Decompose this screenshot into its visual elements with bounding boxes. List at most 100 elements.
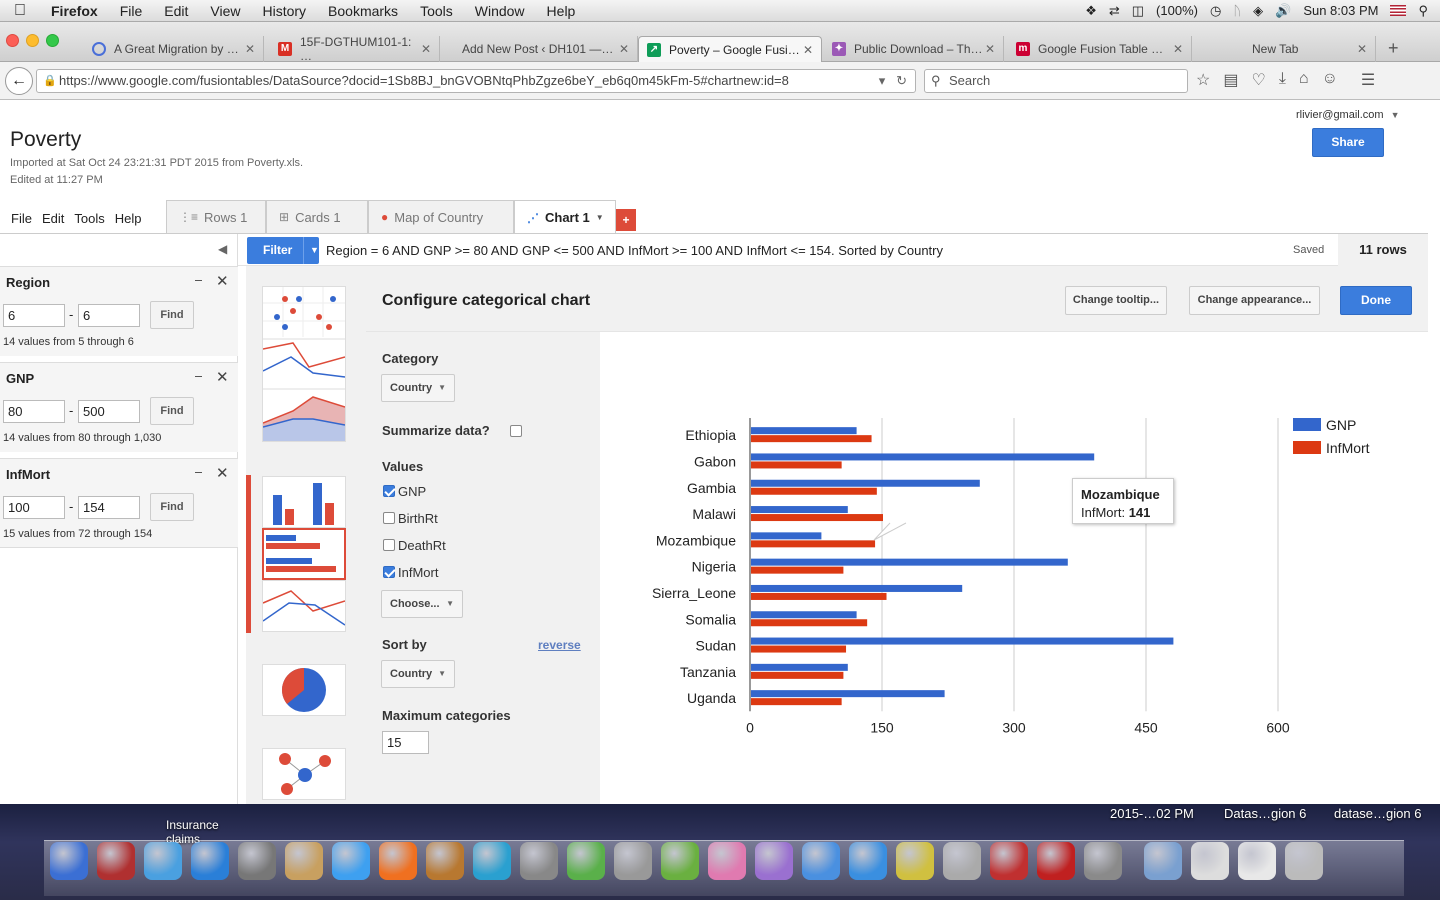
- reverse-link[interactable]: reverse: [538, 638, 581, 652]
- browser-tab-active[interactable]: ↗ Poverty – Google Fusi… ✕: [638, 36, 822, 62]
- facetime-icon[interactable]: [238, 842, 276, 880]
- app-menu-tools[interactable]: Tools: [74, 211, 105, 226]
- browser-tab[interactable]: M 15F-DGTHUM101-1: … ✕: [270, 35, 440, 63]
- minimize-icon[interactable]: ⎯: [195, 367, 202, 383]
- trash-icon[interactable]: [1285, 842, 1323, 880]
- minimize-window-icon[interactable]: [26, 34, 39, 47]
- sortby-dropdown[interactable]: Country ▼: [381, 660, 455, 688]
- photos-icon[interactable]: [1084, 842, 1122, 880]
- browser-tab[interactable]: m Google Fusion Table … ✕: [1008, 36, 1192, 62]
- pie-chart-thumb[interactable]: [262, 664, 346, 716]
- clock[interactable]: Sun 8:03 PM: [1303, 3, 1379, 18]
- find-button[interactable]: Find: [150, 301, 194, 329]
- app-icon[interactable]: [708, 842, 746, 880]
- acrobat-icon[interactable]: [1037, 842, 1075, 880]
- done-button[interactable]: Done: [1340, 286, 1412, 315]
- tab-chart[interactable]: ⋰ Chart 1 ▼: [514, 200, 616, 234]
- change-tooltip-button[interactable]: Change tooltip...: [1065, 286, 1167, 315]
- reading-list-icon[interactable]: ▤: [1223, 72, 1239, 89]
- flag-icon[interactable]: [1390, 5, 1407, 16]
- share-button[interactable]: Share: [1312, 128, 1384, 157]
- close-tab-icon[interactable]: ✕: [1172, 42, 1183, 56]
- find-button[interactable]: Find: [150, 397, 194, 425]
- maxcat-input[interactable]: 15: [382, 731, 429, 754]
- spotlight-icon[interactable]: ⚲: [1418, 2, 1428, 18]
- zoom-window-icon[interactable]: [46, 34, 59, 47]
- close-tab-icon[interactable]: ✕: [420, 42, 431, 56]
- close-tab-icon[interactable]: ✕: [618, 42, 629, 56]
- browser-tab[interactable]: A Great Migration by … ✕: [84, 36, 264, 62]
- hamburger-menu-icon[interactable]: ☰: [1360, 72, 1376, 89]
- category-dropdown[interactable]: Country ▼: [381, 374, 455, 402]
- menu-view[interactable]: View: [210, 2, 241, 19]
- reload-icon[interactable]: ▾ ↻: [878, 73, 907, 88]
- close-icon[interactable]: ✕: [216, 273, 229, 290]
- bar-chart-thumb-selected[interactable]: [262, 528, 346, 580]
- chevron-down-icon[interactable]: ▼: [595, 213, 604, 222]
- dropbox-icon[interactable]: ❖: [1085, 2, 1097, 18]
- browser-tab[interactable]: New Tab ✕: [1196, 36, 1376, 62]
- sync-icon[interactable]: ⇄: [1108, 2, 1120, 18]
- close-icon[interactable]: ✕: [216, 369, 229, 386]
- choose-columns-dropdown[interactable]: Choose... ▼: [381, 590, 463, 618]
- home-icon[interactable]: ⌂: [1298, 70, 1309, 87]
- gnp-checkbox[interactable]: [383, 485, 395, 497]
- collapse-panel-icon[interactable]: ◀: [218, 242, 228, 256]
- app-store-icon[interactable]: [144, 842, 182, 880]
- close-tab-icon[interactable]: ✕: [244, 42, 255, 56]
- dropbox-icon[interactable]: [849, 842, 887, 880]
- tab-rows[interactable]: ⋮≡ Rows 1: [166, 200, 266, 233]
- user-account[interactable]: rlivier@gmail.com ▼: [1296, 109, 1400, 121]
- min-input[interactable]: 100: [3, 496, 65, 519]
- close-tab-icon[interactable]: ✕: [1356, 42, 1367, 56]
- app-icon[interactable]: [755, 842, 793, 880]
- pocket-icon[interactable]: ♡: [1251, 72, 1266, 89]
- search-field[interactable]: ⚲ Search: [924, 69, 1188, 93]
- safari-icon[interactable]: [191, 842, 229, 880]
- line-chart-thumb[interactable]: [262, 580, 346, 632]
- infmort-checkbox[interactable]: [383, 566, 395, 578]
- chevron-down-icon[interactable]: ▼: [303, 237, 319, 264]
- tab-map[interactable]: ● Map of Country: [368, 200, 514, 233]
- find-button[interactable]: Find: [150, 493, 194, 521]
- close-tab-icon[interactable]: ✕: [984, 42, 995, 56]
- photo-booth-icon[interactable]: [97, 842, 135, 880]
- close-tab-icon[interactable]: ✕: [802, 42, 813, 57]
- change-appearance-button[interactable]: Change appearance...: [1189, 286, 1320, 315]
- summarize-checkbox[interactable]: [510, 425, 522, 437]
- min-input[interactable]: 6: [3, 304, 65, 327]
- column-chart-thumb[interactable]: [262, 476, 346, 528]
- app-menu-edit[interactable]: Edit: [41, 211, 65, 226]
- browser-tab[interactable]: ✦ Public Download – Th… ✕: [824, 36, 1004, 62]
- volume-icon[interactable]: 🔊: [1275, 2, 1292, 18]
- bookmark-star-icon[interactable]: ☆: [1196, 72, 1211, 89]
- preview-icon[interactable]: [943, 842, 981, 880]
- deathrt-checkbox[interactable]: [383, 539, 395, 551]
- menu-tools[interactable]: Tools: [420, 2, 453, 19]
- documents-icon[interactable]: [1191, 842, 1229, 880]
- min-input[interactable]: 80: [3, 400, 65, 423]
- finder-icon[interactable]: [50, 842, 88, 880]
- menu-help[interactable]: Help: [546, 2, 576, 19]
- url-field[interactable]: 🔒 https://www.google.com/fusiontables/Da…: [36, 69, 916, 93]
- wifi-icon[interactable]: ◈: [1253, 2, 1264, 18]
- menu-bookmarks[interactable]: Bookmarks: [328, 2, 399, 19]
- browser-tab[interactable]: Add New Post ‹ DH101 —… ✕: [448, 36, 638, 62]
- back-button[interactable]: ←: [5, 67, 33, 95]
- menu-history[interactable]: History: [262, 2, 307, 19]
- menu-edit[interactable]: Edit: [164, 2, 189, 19]
- max-input[interactable]: 500: [78, 400, 140, 423]
- add-tab-button[interactable]: +: [616, 209, 636, 231]
- menu-file[interactable]: File: [119, 2, 143, 19]
- system-preferences-icon[interactable]: [520, 842, 558, 880]
- scatter-chart-thumb[interactable]: [262, 286, 346, 442]
- print-icon[interactable]: [614, 842, 652, 880]
- close-window-icon[interactable]: [6, 34, 19, 47]
- filter-button[interactable]: Filter ▼: [247, 237, 319, 264]
- app-menu-help[interactable]: Help: [114, 211, 142, 226]
- max-input[interactable]: 154: [78, 496, 140, 519]
- roblox-icon[interactable]: [990, 842, 1028, 880]
- imovie-icon[interactable]: [896, 842, 934, 880]
- menu-app-name[interactable]: Firefox: [51, 2, 98, 19]
- birthrt-checkbox[interactable]: [383, 512, 395, 524]
